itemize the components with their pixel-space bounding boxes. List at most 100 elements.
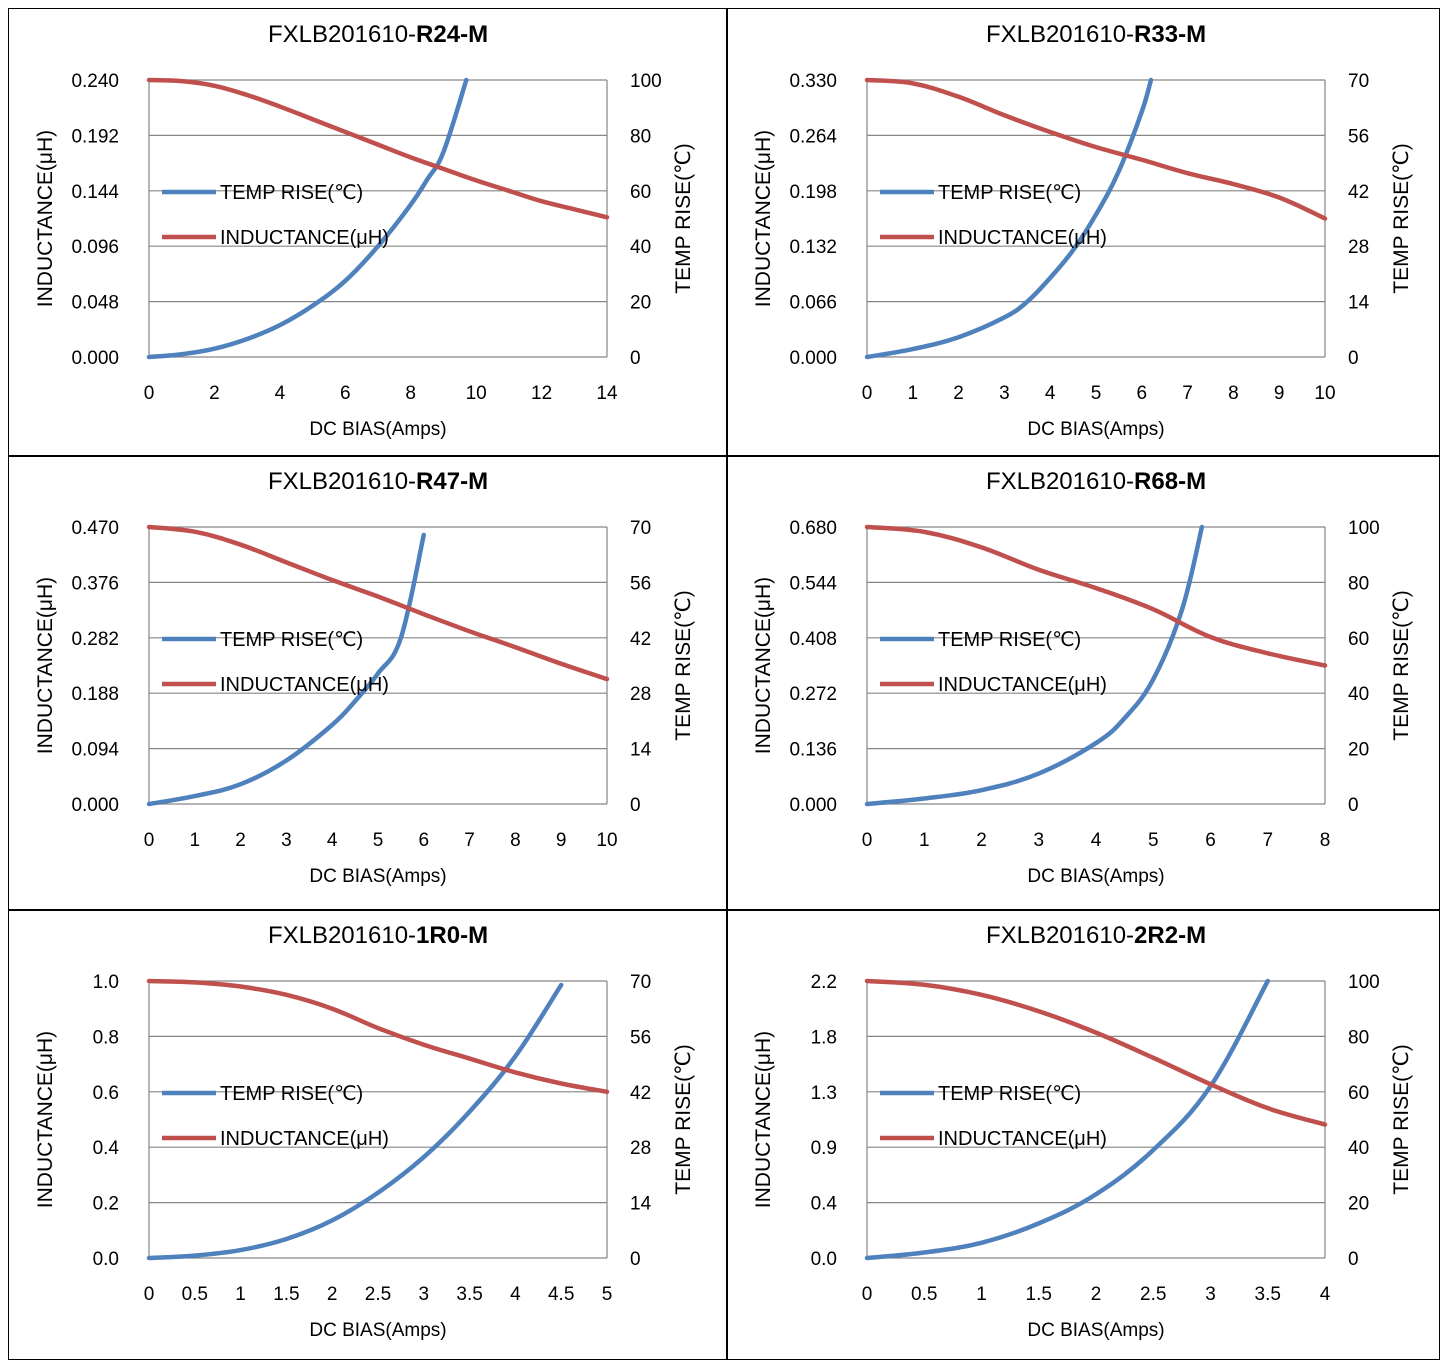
inductance-series — [146, 77, 610, 220]
chart-title: FXLB201610-2R2-M — [986, 922, 1206, 949]
x-tick-label: 2 — [235, 830, 246, 851]
chart-r68-m: FXLB201610-R68-M 0.000 0.136 0.272 0.408 0.54… — [752, 468, 1413, 887]
legend-label: INDUCTANCE(μH) — [938, 674, 1107, 696]
y2-axis-label: TEMP RISE(℃) — [1390, 590, 1413, 740]
y-tick-label: 0.4 — [93, 1138, 120, 1159]
chart-title-code: R24-M — [416, 21, 488, 48]
y-tick-label: 0.470 — [71, 518, 119, 539]
legend-label: INDUCTANCE(μH) — [220, 227, 389, 249]
x-tick-label: 8 — [510, 830, 521, 851]
x-tick-label: 2 — [209, 383, 220, 404]
legend-temp-rise: TEMP RISE(℃) — [162, 182, 363, 204]
y-tick-label: 1.3 — [811, 1083, 837, 1104]
y2-tick-label: 70 — [630, 518, 651, 539]
y-axis-label: INDUCTANCE(μH) — [34, 577, 57, 754]
y2-tick-label: 0 — [630, 1249, 641, 1270]
x-tick-label: 4 — [1045, 383, 1056, 404]
x-tick-label: 8 — [405, 383, 416, 404]
legend-label: TEMP RISE(℃) — [220, 1083, 363, 1105]
y2-tick-label: 28 — [1348, 237, 1369, 258]
x-tick-label: 4 — [327, 830, 338, 851]
y-tick-label: 1.0 — [93, 972, 119, 993]
y2-axis-label: TEMP RISE(℃) — [672, 590, 695, 740]
inductance-line — [864, 77, 1328, 221]
x-tick-label: 8 — [1320, 830, 1331, 851]
chart-title-prefix: FXLB201610- — [986, 922, 1134, 949]
x-tick-label: 2 — [953, 383, 964, 404]
y2-tick-label: 0 — [630, 348, 641, 369]
legend-label: INDUCTANCE(μH) — [938, 1128, 1107, 1150]
y-tick-label: 0.240 — [71, 71, 119, 92]
x-tick-label: 10 — [596, 830, 617, 851]
legend-inductance: INDUCTANCE(μH) — [162, 1128, 389, 1150]
legend-temp-rise: TEMP RISE(℃) — [880, 629, 1081, 651]
y-tick-label: 0.6 — [93, 1083, 119, 1104]
y2-tick-label: 40 — [630, 237, 651, 258]
y2-tick-label: 42 — [630, 1083, 651, 1104]
y2-tick-label: 42 — [1348, 182, 1369, 203]
inductance-line — [146, 524, 610, 682]
y-axis-label: INDUCTANCE(μH) — [34, 130, 57, 307]
legend-inductance: INDUCTANCE(μH) — [880, 674, 1107, 696]
chart-title: FXLB201610-R24-M — [268, 21, 488, 48]
temp-rise-line — [146, 982, 564, 1261]
y2-tick-label: 20 — [630, 293, 651, 314]
chart-r47-m: FXLB201610-R47-M 0.000 0.094 0.188 0.282 0.37… — [34, 468, 695, 887]
x-tick-label: 5 — [602, 1284, 613, 1305]
x-tick-label: 1 — [976, 1284, 987, 1305]
legend-label: INDUCTANCE(μH) — [220, 1128, 389, 1150]
y2-tick-label: 80 — [1348, 1027, 1369, 1048]
temp-rise-series — [864, 524, 1205, 807]
y2-tick-label: 0 — [1348, 795, 1359, 816]
vertical-divider — [726, 9, 728, 1359]
x-axis-label: DC BIAS(Amps) — [309, 419, 446, 440]
y-tick-label: 0.330 — [789, 71, 837, 92]
y2-tick-label: 80 — [630, 126, 651, 147]
y-tick-label: 0.408 — [789, 629, 837, 650]
x-tick-label: 1 — [235, 1284, 246, 1305]
y2-axis-label: TEMP RISE(℃) — [672, 143, 695, 293]
y-tick-label: 0.0 — [93, 1249, 119, 1270]
horizontal-divider — [9, 455, 1439, 457]
x-tick-label: 1 — [190, 830, 201, 851]
y2-tick-label: 56 — [1348, 126, 1369, 147]
y-tick-label: 0.000 — [789, 348, 837, 369]
x-tick-label: 0 — [144, 1284, 155, 1305]
chart-title-prefix: FXLB201610- — [268, 922, 416, 949]
y-tick-label: 0.272 — [789, 684, 837, 705]
legend-temp-rise: TEMP RISE(℃) — [162, 1083, 363, 1105]
x-tick-label: 4.5 — [548, 1284, 574, 1305]
x-tick-label: 4 — [1320, 1284, 1331, 1305]
y2-axis-label: TEMP RISE(℃) — [1390, 143, 1413, 293]
x-tick-label: 2.5 — [1140, 1284, 1166, 1305]
x-axis-label: DC BIAS(Amps) — [309, 1320, 446, 1341]
y2-tick-label: 20 — [1348, 740, 1369, 761]
legend-label: INDUCTANCE(μH) — [938, 227, 1107, 249]
y-tick-label: 0.000 — [71, 795, 119, 816]
chart-title: FXLB201610-R33-M — [986, 21, 1206, 48]
y2-tick-label: 60 — [630, 182, 651, 203]
legend-temp-rise: TEMP RISE(℃) — [880, 182, 1081, 204]
chart-title-code: 1R0-M — [416, 922, 488, 949]
x-tick-label: 1.5 — [273, 1284, 299, 1305]
x-tick-label: 12 — [531, 383, 552, 404]
chart-title: FXLB201610-R47-M — [268, 468, 488, 495]
y-axis-label: INDUCTANCE(μH) — [752, 577, 775, 754]
y-axis-label: INDUCTANCE(μH) — [34, 1031, 57, 1208]
y-tick-label: 0.544 — [789, 573, 837, 594]
x-tick-label: 9 — [556, 830, 567, 851]
x-tick-label: 0.5 — [182, 1284, 208, 1305]
y-tick-label: 0.066 — [789, 293, 837, 314]
y2-tick-label: 70 — [1348, 71, 1369, 92]
chart-1r0-m: FXLB201610-1R0-M0.00.20.40.60.81.0014284… — [34, 922, 695, 1341]
x-tick-label: 1 — [908, 383, 919, 404]
y2-tick-label: 0 — [1348, 1249, 1359, 1270]
x-tick-label: 2 — [327, 1284, 338, 1305]
x-tick-label: 3 — [1205, 1284, 1216, 1305]
x-tick-label: 3 — [281, 830, 292, 851]
y2-tick-label: 70 — [630, 972, 651, 993]
y2-tick-label: 14 — [630, 740, 652, 761]
y-tick-label: 0.376 — [71, 573, 119, 594]
y-tick-label: 0.094 — [71, 740, 119, 761]
inductance-series — [146, 978, 610, 1095]
